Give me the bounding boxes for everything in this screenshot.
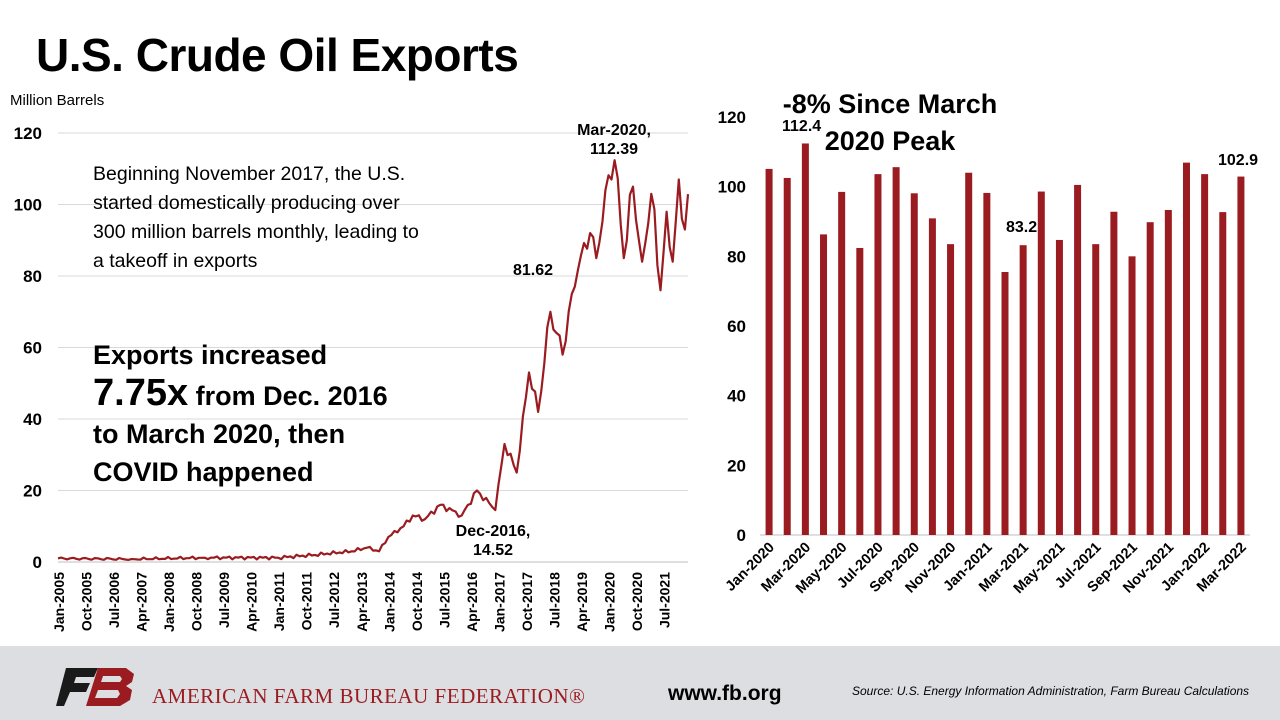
footer-bar xyxy=(0,646,1280,720)
y-tick-label: 120 xyxy=(14,124,42,143)
x-tick-label: Jan-2005 xyxy=(51,572,67,632)
bar xyxy=(801,143,809,535)
fb-logo-icon xyxy=(56,668,134,706)
x-tick-label: Jul-2018 xyxy=(546,572,562,628)
y-tick-label: 40 xyxy=(727,387,746,406)
bar xyxy=(1055,239,1063,535)
x-tick-label: Jul-2009 xyxy=(216,572,232,628)
x-tick-label: Apr-2007 xyxy=(134,572,150,632)
x-tick-label: Oct-2017 xyxy=(519,572,535,631)
bar xyxy=(1001,272,1009,535)
bar-annotation-first: 112.4 xyxy=(782,118,822,135)
bar xyxy=(1110,211,1118,535)
bar xyxy=(765,168,773,535)
left-chart-note: Beginning November 2017, the U.S. starte… xyxy=(93,163,419,272)
bar xyxy=(874,174,882,536)
series-line xyxy=(57,159,690,562)
bar xyxy=(1128,256,1136,535)
y-tick-label: 60 xyxy=(23,339,42,358)
y-tick-label: 120 xyxy=(718,108,746,127)
x-tick-label: Jan-2017 xyxy=(491,572,507,632)
bar xyxy=(1074,184,1082,536)
x-tick-label: Apr-2010 xyxy=(244,572,260,632)
y-tick-label: 80 xyxy=(23,267,42,286)
bar xyxy=(1182,162,1190,536)
right-chart-title: -8% Since March 2020 Peak xyxy=(770,86,1010,160)
website-link[interactable]: www.fb.org xyxy=(668,682,782,705)
y-tick-label: 80 xyxy=(727,247,746,266)
peak-annotation-value: 112.39 xyxy=(589,141,639,158)
bar xyxy=(856,247,864,535)
y-tick-label: 40 xyxy=(23,410,42,429)
y-tick-label: 20 xyxy=(727,456,746,475)
left-chart-highlight-note: Exports increased 7.75x from Dec. 2016 t… xyxy=(93,336,473,491)
right-title-line-2: 2020 Peak xyxy=(824,126,956,156)
x-tick-label: Oct-2014 xyxy=(409,572,425,631)
highlight-line-3: to March 2020, then xyxy=(93,419,346,449)
y-tick-label: 0 xyxy=(737,526,746,545)
organization-name: AMERICAN FARM BUREAU FEDERATION® xyxy=(152,684,586,708)
bar xyxy=(1219,212,1227,535)
x-tick-label: Oct-2011 xyxy=(299,572,315,631)
bar xyxy=(983,192,991,536)
right-title-line-1: -8% Since March xyxy=(782,89,998,119)
highlight-line-4: COVID happened xyxy=(93,457,314,487)
x-tick-label: Apr-2016 xyxy=(464,572,480,632)
peak-annotation-label: Mar-2020, xyxy=(577,122,651,139)
bar xyxy=(910,193,918,535)
bar xyxy=(1037,191,1045,535)
bar xyxy=(892,167,900,535)
x-tick-label: Oct-2005 xyxy=(79,572,95,631)
x-tick-label: Oct-2008 xyxy=(189,572,205,631)
x-tick-label: Jan-2014 xyxy=(381,572,397,632)
bar xyxy=(838,191,846,535)
bar xyxy=(820,234,828,535)
y-tick-label: 60 xyxy=(727,317,746,336)
x-tick-label: Jul-2006 xyxy=(106,572,122,628)
highlight-multiplier: 7.75x xyxy=(93,372,189,414)
dec-annotation: Dec-2016, 14.52 xyxy=(456,522,531,560)
bar xyxy=(1164,210,1172,535)
highlight-line-2: 7.75x from Dec. 2016 xyxy=(93,374,473,415)
dec-annotation-label: Dec-2016, xyxy=(455,523,531,540)
bar xyxy=(783,177,791,536)
y-tick-label: 0 xyxy=(33,553,42,572)
x-tick-label: Jul-2012 xyxy=(326,572,342,628)
x-tick-label: Jan-2008 xyxy=(161,572,177,632)
bar xyxy=(1201,174,1209,536)
dec-annotation-value: 14.52 xyxy=(472,542,514,559)
highlight-line-1: Exports increased xyxy=(93,340,328,370)
x-tick-label: Jul-2021 xyxy=(657,572,673,628)
x-tick-label: Oct-2020 xyxy=(629,572,645,631)
bar-annotation-last: 102.9 xyxy=(1218,152,1259,169)
bar xyxy=(965,172,973,535)
y-tick-label: 100 xyxy=(718,178,746,197)
bar xyxy=(1019,245,1027,536)
y-tick-label: 100 xyxy=(14,196,42,215)
page-title: U.S. Crude Oil Exports xyxy=(36,29,519,81)
bar xyxy=(1092,244,1100,535)
bar-chart: 020406080100120Jan-2020Mar-2020May-2020J… xyxy=(718,108,1250,597)
line-chart: 0 20 40 60 80 100 120 Jan-2005 Oct-2005 Jul-2006 A… xyxy=(14,124,690,632)
peak-annotation: Mar-2020, 112.39 xyxy=(577,121,651,159)
x-tick-label: Apr-2019 xyxy=(574,572,590,632)
source-note: Source: U.S. Energy Information Administ… xyxy=(852,684,1250,698)
bar xyxy=(1237,176,1245,535)
x-tick-label: Jan-2011 xyxy=(271,572,287,631)
x-tick-label: Jul-2015 xyxy=(436,572,452,628)
left-axis-unit-label: Million Barrels xyxy=(10,92,105,109)
x-tick-label: Jan-2020 xyxy=(601,572,617,632)
mid-annotation: 81.62 xyxy=(513,262,554,279)
x-tick-label: Apr-2013 xyxy=(354,572,370,632)
bar xyxy=(1146,222,1154,536)
bar xyxy=(947,244,955,535)
bar xyxy=(928,218,936,536)
highlight-line-2-text: from Dec. 2016 xyxy=(188,381,388,411)
y-tick-label: 20 xyxy=(23,482,42,501)
bar-annotation-mid: 83.2 xyxy=(1006,219,1038,236)
